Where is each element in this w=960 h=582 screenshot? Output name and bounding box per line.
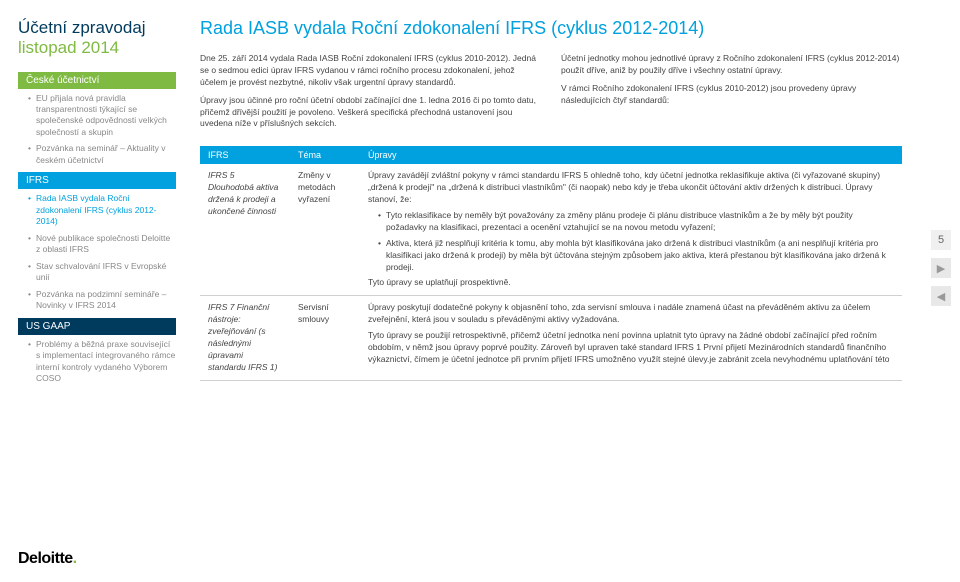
doc-title: Účetní zpravodaj — [18, 18, 176, 38]
intro-col-right: Účetní jednotky mohou jednotlivé úpravy … — [561, 53, 902, 136]
cell-ifrs: IFRS 5 Dlouhodobá aktiva držená k prodej… — [200, 164, 290, 296]
cell-upravy: Úpravy poskytují dodatečné pokyny k obja… — [360, 296, 902, 380]
th-upravy: Úpravy — [360, 146, 902, 164]
chevron-right-icon: ▶ — [937, 262, 945, 275]
intro-col-left: Dne 25. září 2014 vydala Rada IASB Roční… — [200, 53, 541, 136]
intro-p2: Úpravy jsou účinné pro roční účetní obdo… — [200, 95, 541, 131]
list-item: Aktiva, která již nesplňují kritéria k t… — [378, 238, 894, 274]
sidebar-item[interactable]: Pozvánka na podzimní semináře – Novinky … — [28, 289, 176, 312]
intro-p4: V rámci Ročního zdokonalení IFRS (cyklus… — [561, 83, 902, 107]
sidebar-item[interactable]: Pozvánka na seminář – Aktuality v českém… — [28, 143, 176, 166]
sidebar-item[interactable]: Stav schvalování IFRS v Evropské unii — [28, 261, 176, 284]
amendments-table: IFRS Téma Úpravy IFRS 5 Dlouhodobá aktiv… — [200, 146, 902, 380]
list-item: Tyto reklasifikace by neměly být považov… — [378, 210, 894, 234]
sidebar-category[interactable]: České účetnictví — [18, 72, 176, 89]
intro-columns: Dne 25. září 2014 vydala Rada IASB Roční… — [200, 53, 902, 136]
sidebar-item[interactable]: Rada IASB vydala Roční zdokonalení IFRS … — [28, 193, 176, 227]
intro-p3: Účetní jednotky mohou jednotlivé úpravy … — [561, 53, 902, 77]
sidebar: Účetní zpravodaj listopad 2014 České úče… — [0, 0, 190, 582]
cell-upravy: Úpravy zavádějí zvláštní pokyny v rámci … — [360, 164, 902, 296]
sidebar-item[interactable]: EU přijala nová pravidla transparentnost… — [28, 93, 176, 139]
cell-ifrs: IFRS 7 Finanční nástroje: zveřejňování (… — [200, 296, 290, 380]
table-header-row: IFRS Téma Úpravy — [200, 146, 902, 164]
nav-next-button[interactable]: ▶ — [931, 258, 951, 278]
cell-tema: Servisní smlouvy — [290, 296, 360, 380]
nav-prev-button[interactable]: ◀ — [931, 286, 951, 306]
cell-tema: Změny v metodách vyřazení — [290, 164, 360, 296]
intro-p1: Dne 25. září 2014 vydala Rada IASB Roční… — [200, 53, 541, 89]
page-title: Rada IASB vydala Roční zdokonalení IFRS … — [200, 18, 902, 39]
sidebar-item[interactable]: Problémy a běžná praxe související s imp… — [28, 339, 176, 385]
right-nav: 5 ▶ ◀ — [922, 0, 960, 582]
main-content: Rada IASB vydala Roční zdokonalení IFRS … — [190, 0, 922, 582]
logo-dot: . — [73, 550, 77, 567]
sidebar-list: Problémy a běžná praxe související s imp… — [18, 339, 176, 385]
deloitte-logo: Deloitte. — [18, 550, 77, 568]
sidebar-list: Rada IASB vydala Roční zdokonalení IFRS … — [18, 193, 176, 311]
table-row: IFRS 5 Dlouhodobá aktiva držená k prodej… — [200, 164, 902, 296]
sidebar-category[interactable]: US GAAP — [18, 318, 176, 335]
sidebar-list: EU přijala nová pravidla transparentnost… — [18, 93, 176, 167]
th-tema: Téma — [290, 146, 360, 164]
sidebar-item[interactable]: Nové publikace společnosti Deloitte z ob… — [28, 233, 176, 256]
th-ifrs: IFRS — [200, 146, 290, 164]
chevron-left-icon: ◀ — [937, 290, 945, 303]
table-row: IFRS 7 Finanční nástroje: zveřejňování (… — [200, 296, 902, 380]
sidebar-category[interactable]: IFRS — [18, 172, 176, 189]
doc-subtitle: listopad 2014 — [18, 38, 176, 58]
logo-text: Deloitte — [18, 550, 73, 567]
page-number: 5 — [931, 230, 951, 250]
